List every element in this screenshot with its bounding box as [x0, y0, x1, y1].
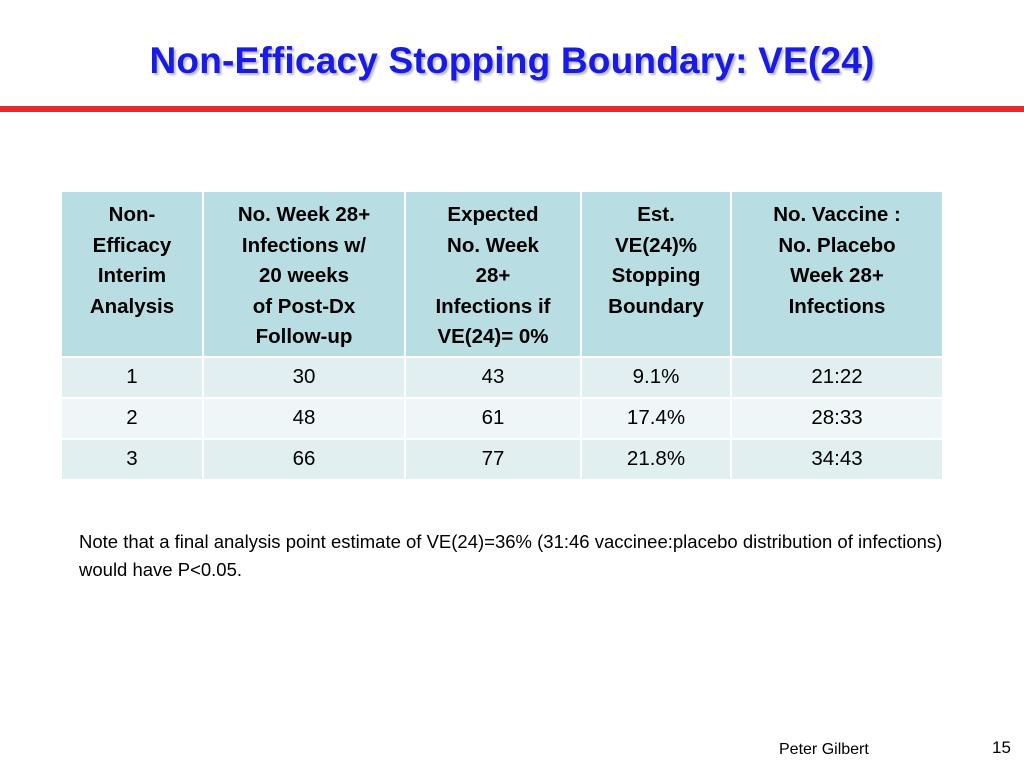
table-row: 3 66 77 21.8% 34:43 — [60, 437, 944, 481]
table-cell: 9.1% — [580, 355, 732, 399]
footer-author: Peter Gilbert — [779, 741, 869, 758]
table-cell: 48 — [202, 396, 406, 440]
table-header-row: Non- Efficacy Interim Analysis No. Week … — [60, 190, 944, 358]
table-row: 2 48 61 17.4% 28:33 — [60, 396, 944, 440]
table-cell: 34:43 — [730, 437, 944, 481]
table-cell: 77 — [404, 437, 582, 481]
table-cell: 21:22 — [730, 355, 944, 399]
page-number: 15 — [992, 738, 1011, 757]
table-cell: 3 — [60, 437, 204, 481]
table-cell: 66 — [202, 437, 406, 481]
title-divider — [0, 106, 1024, 112]
column-header-observed-infections: No. Week 28+ Infections w/ 20 weeks of P… — [202, 190, 406, 358]
table-cell: 2 — [60, 396, 204, 440]
table-cell: 43 — [404, 355, 582, 399]
column-header-interim-analysis: Non- Efficacy Interim Analysis — [60, 190, 204, 358]
table-cell: 61 — [404, 396, 582, 440]
column-header-stopping-boundary: Est. VE(24)% Stopping Boundary — [580, 190, 732, 358]
note-text: Note that a final analysis point estimat… — [79, 531, 943, 580]
table-row: 1 30 43 9.1% 21:22 — [60, 355, 944, 399]
slide-title: Non-Efficacy Stopping Boundary: VE(24) — [149, 40, 875, 81]
column-header-vaccine-placebo-split: No. Vaccine : No. Placebo Week 28+ Infec… — [730, 190, 944, 358]
table-cell: 1 — [60, 355, 204, 399]
table-cell: 21.8% — [580, 437, 732, 481]
table-cell: 30 — [202, 355, 406, 399]
table-cell: 28:33 — [730, 396, 944, 440]
column-header-expected-infections: Expected No. Week 28+ Infections if VE(2… — [404, 190, 582, 358]
table-cell: 17.4% — [580, 396, 732, 440]
stopping-boundary-table: Non- Efficacy Interim Analysis No. Week … — [60, 190, 944, 481]
